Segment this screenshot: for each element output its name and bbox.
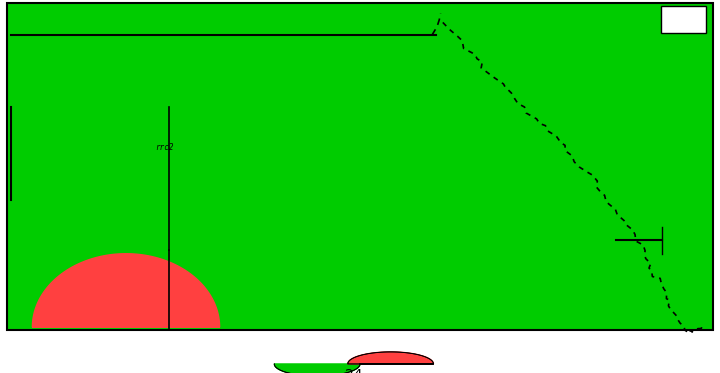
Bar [661,6,706,33]
Polygon shape [32,254,220,327]
Text: rrc2: rrc2 [155,143,174,152]
Polygon shape [348,352,433,364]
Text: 24: 24 [345,369,363,373]
Polygon shape [274,364,360,373]
